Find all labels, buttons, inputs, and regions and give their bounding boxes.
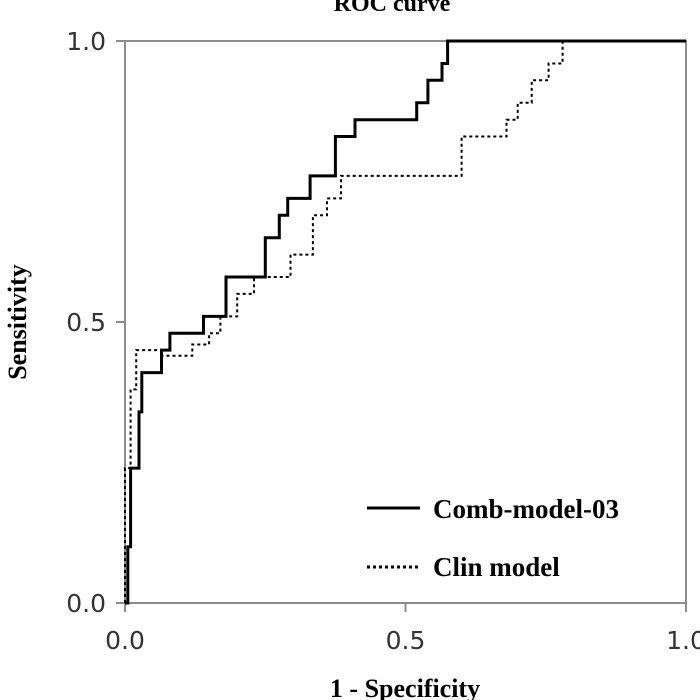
axis-ticks: 0.0 0.5 1.0 0.0 0.5 1.0	[66, 27, 700, 655]
y-tick-label: 0.5	[66, 308, 106, 337]
series-lines	[124, 39, 686, 605]
x-tick-label: 1.0	[666, 626, 700, 655]
legend-label-comb-model: Comb-model-03	[433, 494, 619, 524]
y-tick-label: 0.0	[66, 589, 106, 618]
chart-title: ROC curve	[334, 0, 451, 17]
series-clin-model	[124, 40, 686, 603]
y-tick-label: 1.0	[66, 27, 106, 56]
legend: Comb-model-03 Clin model	[367, 494, 619, 582]
x-axis-title: 1 - Specificity	[330, 674, 480, 700]
legend-label-clin-model: Clin model	[433, 552, 560, 582]
x-tick-label: 0.5	[386, 626, 426, 655]
series-comb-model-03	[125, 39, 686, 605]
roc-line-comb-model-03	[125, 39, 686, 605]
y-axis-title: Sensitivity	[3, 264, 32, 380]
roc-line-clin-model	[124, 40, 686, 603]
x-tick-label: 0.0	[105, 626, 145, 655]
